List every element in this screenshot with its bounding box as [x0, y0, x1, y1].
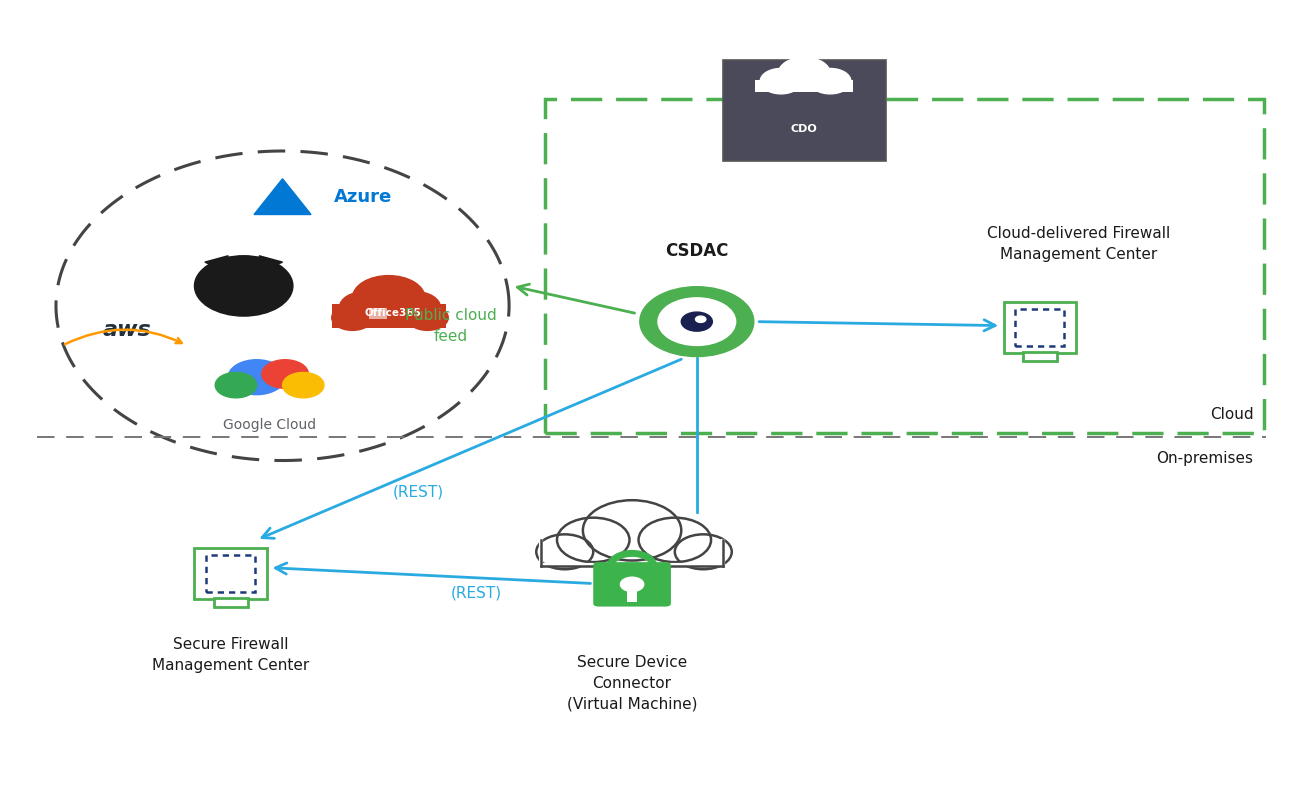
- Circle shape: [638, 517, 711, 562]
- Circle shape: [778, 57, 830, 89]
- Text: Secure Firewall
Management Center: Secure Firewall Management Center: [152, 637, 309, 673]
- FancyBboxPatch shape: [214, 597, 248, 607]
- Text: (REST): (REST): [392, 484, 444, 500]
- FancyBboxPatch shape: [1003, 302, 1076, 354]
- Circle shape: [658, 298, 736, 346]
- Circle shape: [283, 372, 324, 398]
- Text: (REST): (REST): [451, 585, 502, 601]
- Circle shape: [352, 276, 425, 320]
- FancyBboxPatch shape: [1023, 352, 1057, 362]
- Text: CDO: CDO: [791, 124, 818, 134]
- Circle shape: [332, 305, 373, 330]
- Circle shape: [760, 68, 801, 94]
- Polygon shape: [259, 256, 283, 270]
- Text: Secure Device
Connector
(Virtual Machine): Secure Device Connector (Virtual Machine…: [567, 655, 697, 712]
- FancyBboxPatch shape: [723, 59, 886, 161]
- FancyBboxPatch shape: [539, 537, 726, 568]
- Circle shape: [228, 360, 285, 395]
- Circle shape: [407, 305, 448, 330]
- Text: Office365: Office365: [365, 308, 421, 318]
- Text: On-premises: On-premises: [1157, 451, 1253, 466]
- FancyBboxPatch shape: [369, 308, 387, 319]
- Polygon shape: [254, 179, 311, 214]
- Circle shape: [582, 500, 681, 561]
- Circle shape: [388, 291, 440, 323]
- Circle shape: [340, 291, 391, 323]
- Text: Cloud: Cloud: [1210, 407, 1253, 423]
- Circle shape: [696, 316, 706, 322]
- FancyBboxPatch shape: [218, 383, 322, 397]
- Circle shape: [215, 372, 257, 398]
- Circle shape: [675, 534, 732, 569]
- FancyBboxPatch shape: [593, 562, 671, 606]
- Circle shape: [809, 68, 851, 94]
- Text: Cloud-delivered Firewall
Management Center: Cloud-delivered Firewall Management Cent…: [988, 226, 1170, 262]
- Circle shape: [640, 286, 753, 357]
- FancyBboxPatch shape: [194, 548, 267, 599]
- Text: Public cloud
feed: Public cloud feed: [405, 308, 496, 343]
- Polygon shape: [205, 256, 228, 270]
- Text: 🛡: 🛡: [773, 83, 779, 92]
- Circle shape: [262, 360, 309, 388]
- FancyBboxPatch shape: [332, 304, 446, 328]
- FancyBboxPatch shape: [627, 589, 637, 602]
- Text: CSDAC: CSDAC: [665, 241, 728, 260]
- Circle shape: [681, 312, 713, 331]
- Text: Google Cloud: Google Cloud: [223, 419, 317, 432]
- Text: aws: aws: [103, 319, 151, 339]
- FancyBboxPatch shape: [754, 79, 853, 92]
- Circle shape: [194, 256, 293, 316]
- Circle shape: [556, 517, 629, 562]
- Circle shape: [537, 534, 593, 569]
- Text: Azure: Azure: [335, 188, 392, 206]
- Circle shape: [620, 577, 644, 592]
